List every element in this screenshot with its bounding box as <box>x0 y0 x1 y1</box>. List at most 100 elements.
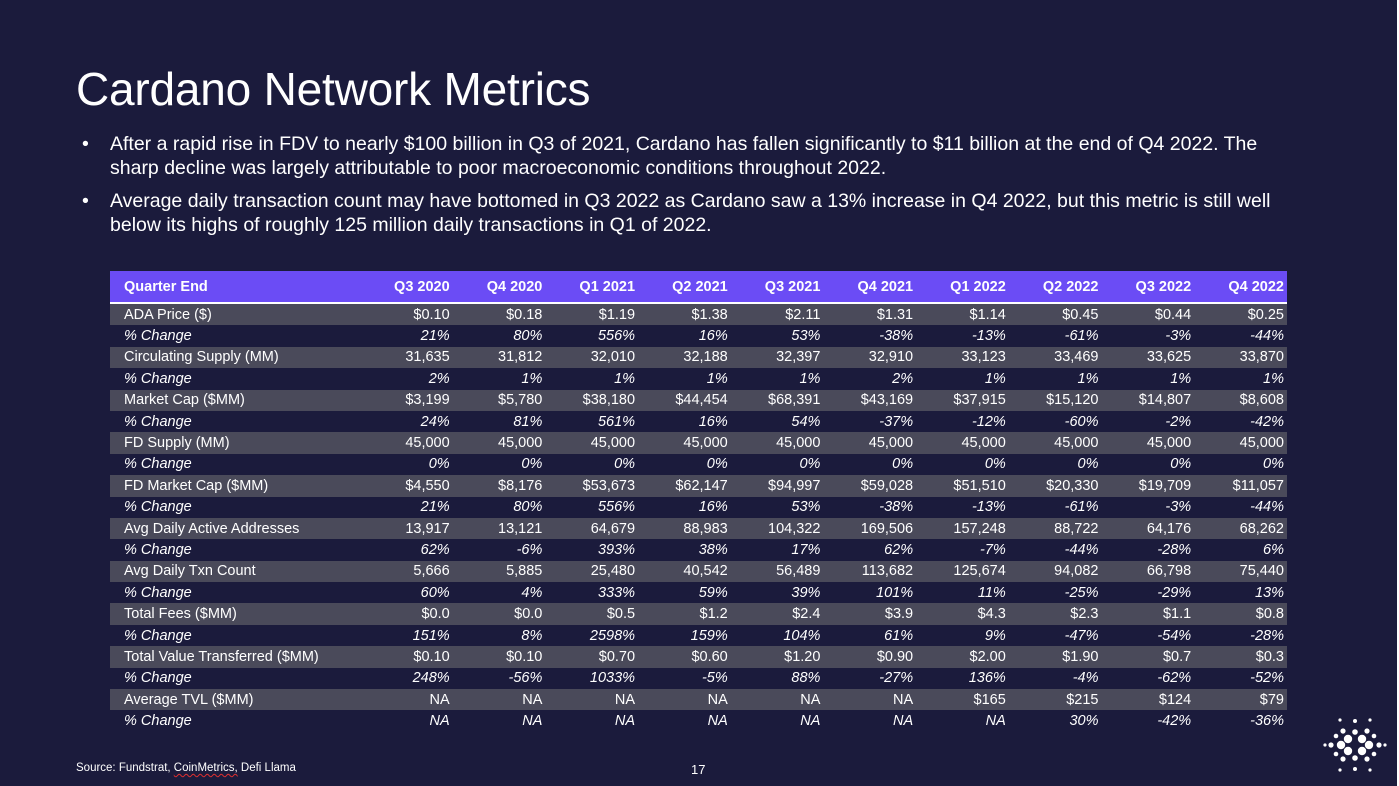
metric-row: FD Supply (MM) 45,000 45,000 45,000 45,000 45… <box>110 432 1287 454</box>
value-cell: $1.31 <box>823 303 917 326</box>
value-cell: $38,180 <box>545 389 639 411</box>
value-cell: 159% <box>638 624 731 647</box>
value-cell: -56% <box>452 667 546 690</box>
value-cell: $0.90 <box>823 646 917 668</box>
row-label-cell: Total Fees ($MM) <box>110 603 360 625</box>
value-cell: 5,666 <box>360 560 453 583</box>
bullet-list: • After a rapid rise in FDV to nearly $1… <box>82 132 1302 246</box>
value-cell: 2% <box>823 368 917 390</box>
value-cell: 0% <box>360 453 453 476</box>
value-cell: 24% <box>360 410 453 433</box>
value-cell: 157,248 <box>916 517 1009 540</box>
value-cell: 33,469 <box>1008 346 1102 369</box>
value-cell: NA <box>823 710 917 732</box>
header-label-cell: Quarter End <box>110 271 360 304</box>
value-cell: $11,057 <box>1194 475 1287 497</box>
value-cell: 80% <box>452 496 546 518</box>
value-cell: 75,440 <box>1194 560 1287 583</box>
value-cell: 6% <box>1194 539 1287 561</box>
value-cell: 125,674 <box>916 560 1009 583</box>
value-cell: 0% <box>1008 453 1102 476</box>
value-cell: -28% <box>1194 624 1287 647</box>
value-cell: 32,397 <box>730 346 824 369</box>
value-cell: $0.25 <box>1194 303 1287 326</box>
row-label-cell: % Change <box>110 667 360 690</box>
value-cell: $37,915 <box>916 389 1009 411</box>
value-cell: -7% <box>916 539 1009 561</box>
slide-edge-divider <box>1397 0 1399 786</box>
metric-row: Market Cap ($MM) $3,199 $5,780 $38,180 $44,4… <box>110 389 1287 411</box>
value-cell: $0.10 <box>360 646 453 668</box>
value-cell: -4% <box>1008 667 1102 690</box>
value-cell: 21% <box>360 325 453 347</box>
value-cell: $14,807 <box>1101 389 1195 411</box>
header-quarter-cell: Q2 2022 <box>1008 271 1102 304</box>
value-cell: 64,176 <box>1101 517 1195 540</box>
value-cell: 1% <box>1008 368 1102 390</box>
value-cell: 13,121 <box>452 517 546 540</box>
row-label-cell: % Change <box>110 582 360 604</box>
row-label-cell: % Change <box>110 539 360 561</box>
value-cell: $79 <box>1194 689 1287 711</box>
value-cell: 31,812 <box>452 346 546 369</box>
value-cell: $4,550 <box>360 475 453 497</box>
value-cell: 561% <box>545 410 639 433</box>
value-cell: NA <box>638 689 731 711</box>
value-cell: -38% <box>823 496 917 518</box>
value-cell: 45,000 <box>1101 432 1195 454</box>
row-label-cell: FD Market Cap ($MM) <box>110 475 360 497</box>
row-label-cell: % Change <box>110 325 360 347</box>
value-cell: 16% <box>638 410 731 433</box>
source-text-prefix: Source: Fundstrat, <box>76 762 174 774</box>
value-cell: 1% <box>545 368 639 390</box>
value-cell: 45,000 <box>452 432 546 454</box>
value-cell: 53% <box>730 325 824 347</box>
change-row: % Change 62% -6% 393% 38% 17% 62% -7% -44% -28% 6% <box>110 539 1287 561</box>
bullet-icon: • <box>82 133 89 155</box>
row-label-cell: % Change <box>110 624 360 647</box>
value-cell: $5,780 <box>452 389 546 411</box>
value-cell: 17% <box>730 539 824 561</box>
value-cell: $1.14 <box>916 303 1009 326</box>
value-cell: 393% <box>545 539 639 561</box>
change-row: % Change 0% 0% 0% 0% 0% 0% 0% 0% 0% 0% <box>110 453 1287 476</box>
value-cell: 45,000 <box>545 432 639 454</box>
value-cell: 62% <box>360 539 453 561</box>
metric-row: ADA Price ($) $0.10 $0.18 $1.19 $1.38 $2.11 $1… <box>110 303 1287 326</box>
row-label-cell: % Change <box>110 710 360 732</box>
value-cell: 45,000 <box>360 432 453 454</box>
value-cell: 13,917 <box>360 517 453 540</box>
value-cell: 136% <box>916 667 1009 690</box>
value-cell: -13% <box>916 496 1009 518</box>
value-cell: -13% <box>916 325 1009 347</box>
value-cell: $1.38 <box>638 303 731 326</box>
value-cell: $2.3 <box>1008 603 1102 625</box>
value-cell: -42% <box>1194 410 1287 433</box>
value-cell: 94,082 <box>1008 560 1102 583</box>
value-cell: 9% <box>916 624 1009 647</box>
value-cell: $0.70 <box>545 646 639 668</box>
value-cell: 1% <box>1101 368 1195 390</box>
metric-row: Avg Daily Active Addresses 13,917 13,121 64… <box>110 517 1287 540</box>
value-cell: 169,506 <box>823 517 917 540</box>
metric-row: Circulating Supply (MM) 31,635 31,812 32,01… <box>110 346 1287 369</box>
value-cell: 11% <box>916 582 1009 604</box>
value-cell: -36% <box>1194 710 1287 732</box>
value-cell: NA <box>916 710 1009 732</box>
value-cell: 62% <box>823 539 917 561</box>
value-cell: 151% <box>360 624 453 647</box>
value-cell: NA <box>360 689 453 711</box>
value-cell: 101% <box>823 582 917 604</box>
value-cell: $215 <box>1008 689 1102 711</box>
value-cell: $0.10 <box>452 646 546 668</box>
value-cell: 5,885 <box>452 560 546 583</box>
value-cell: -37% <box>823 410 917 433</box>
value-cell: 0% <box>452 453 546 476</box>
value-cell: $0.0 <box>360 603 453 625</box>
value-cell: $2.4 <box>730 603 824 625</box>
value-cell: $0.44 <box>1101 303 1195 326</box>
slide-title: Cardano Network Metrics <box>76 63 591 115</box>
value-cell: 45,000 <box>823 432 917 454</box>
value-cell: 32,910 <box>823 346 917 369</box>
